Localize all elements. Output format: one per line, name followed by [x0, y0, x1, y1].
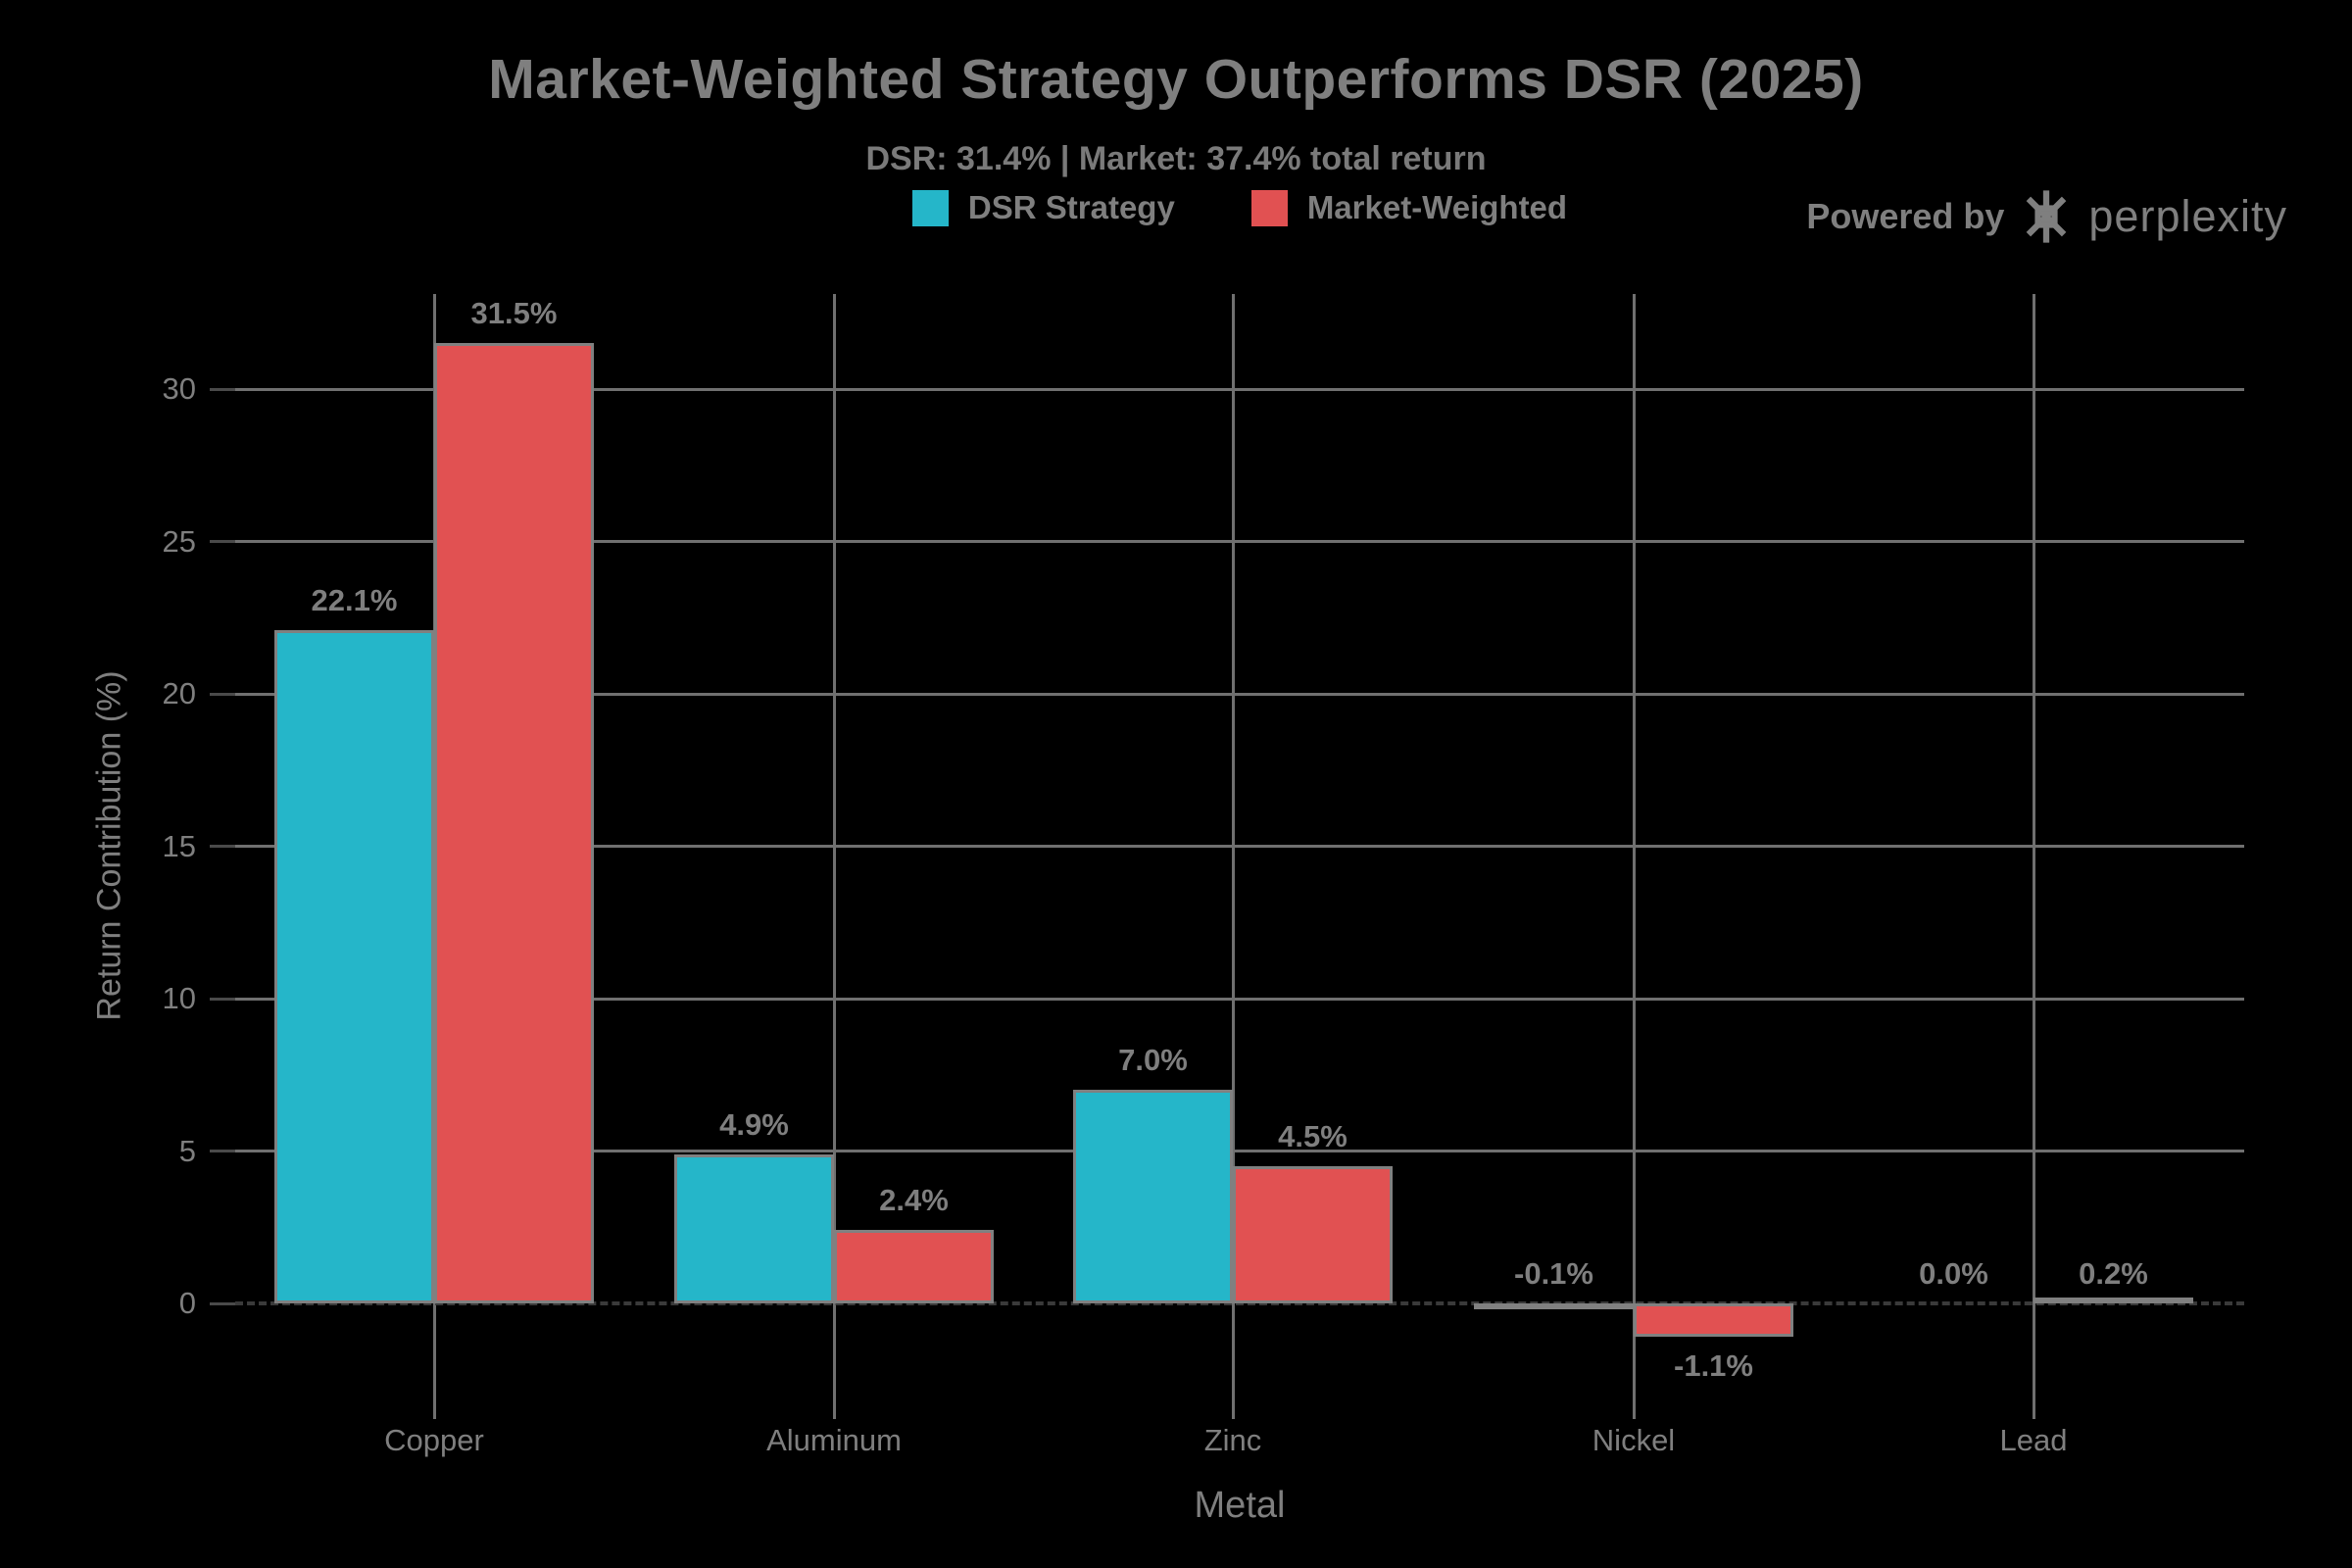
zero-baseline [235, 1301, 2244, 1305]
x-axis-category-label: Lead [1999, 1423, 2068, 1457]
bar-copper-market[interactable] [434, 343, 594, 1303]
y-axis-tick [210, 692, 235, 696]
legend-item-dsr-strategy[interactable]: DSR Strategy [911, 189, 1175, 226]
legend: DSR Strategy Market-Weighted [235, 184, 2244, 231]
gridline-horizontal [235, 692, 2244, 696]
powered-by-text: Powered by [1806, 196, 2005, 236]
bar-value-label: 0.0% [1919, 1256, 1988, 1291]
gridline-horizontal [235, 1150, 2244, 1152]
brand-name: perplexity [2088, 191, 2287, 241]
legend-label: DSR Strategy [967, 189, 1175, 225]
legend-item-market-weighted[interactable]: Market-Weighted [1250, 189, 1568, 226]
y-axis-tick [210, 387, 235, 391]
gridline-vertical [1231, 294, 1235, 1419]
legend-label: Market-Weighted [1306, 189, 1568, 225]
bar-value-label: 0.2% [2079, 1256, 2148, 1291]
y-axis-tick [210, 540, 235, 543]
x-axis-category-label: Zinc [1203, 1423, 1262, 1457]
bar-value-label: 7.0% [1118, 1043, 1188, 1078]
y-axis-title: Return Contribution (%) [90, 670, 128, 1021]
bar-zinc-market[interactable] [1233, 1166, 1393, 1303]
chart-title: Market-Weighted Strategy Outperforms DSR… [488, 48, 1864, 111]
powered-by-branding: Powered by perplexity [1806, 188, 2287, 245]
x-axis-title: Metal [1194, 1485, 1286, 1526]
x-axis-category-label: Aluminum [766, 1423, 902, 1457]
y-axis-tick-label: 15 [162, 828, 196, 863]
bar-zinc-dsr[interactable] [1073, 1090, 1233, 1303]
bar-copper-dsr[interactable] [274, 629, 434, 1303]
y-axis-tick [210, 1150, 235, 1152]
bar-value-label: 4.9% [719, 1106, 789, 1142]
bar-nickel-dsr[interactable] [1474, 1303, 1634, 1309]
bar-value-label: -1.1% [1674, 1348, 1753, 1384]
y-axis-tick-label: 0 [178, 1286, 196, 1320]
x-axis-category-label: Copper [384, 1423, 484, 1457]
legend-swatch-icon [1250, 189, 1288, 226]
gridline-vertical [832, 294, 836, 1419]
chart-subtitle: DSR: 31.4% | Market: 37.4% total return [865, 140, 1487, 177]
perplexity-logo-icon [2027, 190, 2067, 243]
bar-value-label: 4.5% [1278, 1119, 1348, 1154]
gridline-horizontal [235, 845, 2244, 848]
y-axis-tick-label: 20 [162, 676, 196, 710]
y-axis-tick-label: 10 [162, 981, 196, 1015]
bar-value-label: 31.5% [470, 296, 558, 331]
gridline-horizontal [235, 387, 2244, 391]
bar-aluminum-market[interactable] [834, 1230, 994, 1303]
legend-swatch-icon [911, 189, 949, 226]
gridline-horizontal [235, 997, 2244, 1001]
bar-nickel-market[interactable] [1634, 1303, 1793, 1338]
bar-aluminum-dsr[interactable] [674, 1153, 834, 1303]
y-axis-tick [210, 845, 235, 848]
gridline-vertical [1632, 294, 1636, 1419]
bar-value-label: 22.1% [311, 582, 398, 617]
y-axis-tick-label: 5 [178, 1133, 196, 1168]
y-axis-tick [210, 997, 235, 1001]
bar-value-label: 2.4% [879, 1183, 949, 1218]
gridline-horizontal [235, 540, 2244, 543]
bar-value-label: -0.1% [1514, 1256, 1593, 1291]
y-axis-tick-label: 30 [162, 371, 196, 406]
bar-lead-market[interactable] [2034, 1297, 2193, 1303]
y-axis-tick [210, 1301, 235, 1305]
y-axis-tick-label: 25 [162, 523, 196, 559]
gridline-vertical [2032, 294, 2035, 1419]
x-axis-category-label: Nickel [1592, 1423, 1676, 1457]
